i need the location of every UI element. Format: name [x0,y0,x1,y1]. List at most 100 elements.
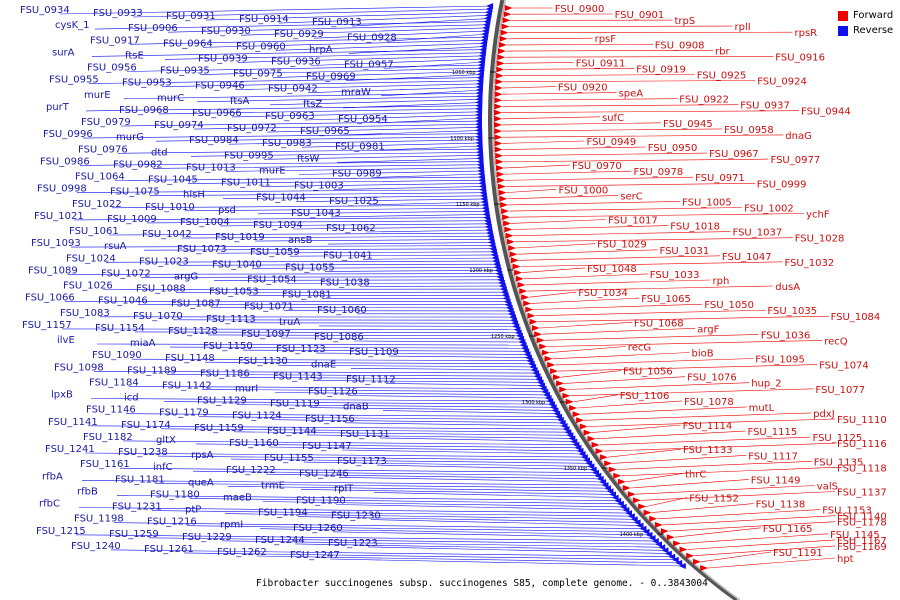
reverse-leader-line [336,158,484,163]
reverse-gene-label: FSU_1189 [127,365,177,376]
forward-gene-arrow [498,189,507,196]
reverse-gene-arrow [604,485,611,492]
forward-leader-line [525,279,711,286]
forward-gene-arrow [539,343,548,350]
reverse-leader-line [94,21,491,30]
reverse-leader-line [257,211,490,215]
reverse-gene-label: FSU_0981 [335,141,385,152]
forward-gene-label: rpsF [595,34,617,45]
forward-leader-line [533,303,703,310]
reverse-leader-line [294,543,669,551]
reverse-gene-arrow [580,454,588,461]
reverse-leader-line [371,173,485,178]
forward-leader-line [640,491,836,501]
legend: Forward Reverse [838,8,893,38]
reverse-leader-line [344,422,568,427]
forward-gene-label: FSU_0978 [634,167,684,178]
forward-gene-label: FSU_1116 [837,439,887,450]
reverse-gene-label: ilvE [57,335,75,346]
reverse-gene-arrow [592,469,599,476]
forward-gene-arrow [498,41,507,48]
forward-gene-label: FSU_1028 [795,234,845,245]
forward-gene-label: FSU_0900 [555,4,605,15]
reverse-gene-label: FSU_1070 [133,311,183,322]
forward-gene-label: thrC [685,469,706,480]
forward-leader-line [668,521,836,532]
reverse-gene-arrow [639,525,647,532]
forward-leader-line [502,146,646,150]
reverse-gene-label: FSU_1054 [247,275,297,286]
reverse-leader-line [213,279,505,281]
forward-gene-label: FSU_1153 [822,506,872,517]
reverse-leader-line [272,71,485,78]
forward-gene-label: rbr [715,46,730,57]
forward-gene-arrow [559,386,568,393]
forward-leader-line [674,527,761,538]
forward-leader-line [502,104,739,107]
reverse-leader-line [269,99,483,106]
reverse-leader-line [301,142,483,148]
reverse-leader-line [116,495,622,501]
reverse-gene-label: FSU_0989 [332,169,382,180]
scale-tick-label: 1300 kbp [522,400,546,406]
reverse-leader-line [254,239,495,242]
forward-gene-label: FSU_0919 [636,64,686,75]
reverse-gene-label: rfbA [42,471,63,482]
reverse-gene-label: FSU_1093 [31,238,81,249]
reverse-leader-line [266,127,483,133]
forward-gene-arrow [496,165,504,171]
reverse-gene-arrow [599,479,607,485]
reverse-leader-line [309,407,559,411]
reverse-leader-line [222,195,487,199]
reverse-leader-line [126,64,485,72]
reverse-gene-label: FSU_1150 [203,341,253,352]
forward-gene-label: FSU_1077 [815,385,865,396]
forward-leader-line [584,412,812,421]
reverse-leader-line [230,458,593,464]
reverse-leader-line [286,282,505,284]
forward-leader-line [577,400,683,409]
forward-gene-arrow [499,195,508,202]
reverse-gene-arrow [544,395,552,401]
reverse-leader-line [128,386,547,390]
reverse-leader-line [347,395,552,399]
reverse-gene-label: FSU_1148 [165,353,215,364]
reverse-gene-label: FSU_1173 [337,456,387,467]
reverse-gene-label: FSU_0931 [166,11,216,22]
forward-gene-label: FSU_1033 [650,270,700,281]
reverse-leader-line [163,401,556,405]
reverse-gene-label: FSU_1244 [255,535,305,546]
forward-gene-arrow [495,78,504,85]
reverse-leader-line [70,245,496,248]
forward-leader-line [708,557,836,569]
forward-gene-arrow [504,226,513,233]
reverse-gene-label: FSU_1124 [232,411,282,422]
reverse-gene-label: FSU_1066 [25,293,75,304]
reverse-gene-arrow [668,553,676,560]
reverse-gene-label: FSU_1090 [92,350,142,361]
forward-gene-arrow [496,171,505,178]
reverse-gene-label: FSU_0934 [20,5,70,16]
forward-leader-line [505,50,714,52]
forward-leader-line [612,455,747,464]
reverse-gene-label: FSU_1083 [60,308,110,319]
reverse-gene-label: FSU_0953 [122,78,172,89]
reverse-leader-line [304,114,483,121]
scale-ticks: 1050 kbp 1100 kbp 1150 kbp 1200 kbp 1250 kbp… [450,70,664,538]
forward-gene-arrow [523,300,532,307]
reverse-leader-line [160,428,572,433]
reverse-gene-label: icd [124,393,139,404]
backbone-arc [488,0,739,600]
reverse-leader-line [339,130,483,136]
forward-gene-label: speA [619,89,644,100]
reverse-leader-line [268,446,584,452]
reverse-leader-line [73,217,491,221]
reverse-gene-arrow [675,559,683,566]
reverse-leader-line [260,183,486,187]
reverse-gene-arrow [538,382,546,389]
reverse-gene-label: FSU_0966 [192,108,242,119]
reverse-gene-arrow [611,494,619,501]
reverse-gene-label: FSU_1072 [101,268,151,279]
reverse-gene-label: FSU_1184 [89,377,139,388]
reverse-leader-line [327,242,495,245]
